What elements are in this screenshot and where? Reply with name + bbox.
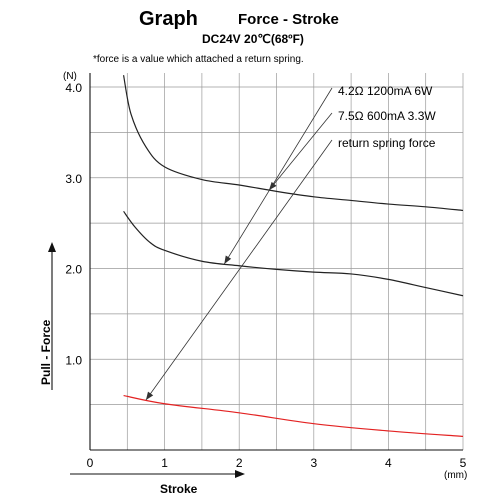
- x-tick-label: 3: [310, 456, 317, 470]
- series-line-7-5-ohm: [123, 210, 464, 297]
- chart-note: *force is a value which attached a retur…: [93, 54, 304, 65]
- legend-label: return spring force: [338, 136, 436, 150]
- axes: [89, 73, 463, 451]
- x-tick-label: 4: [385, 456, 392, 470]
- series-line-return-spring: [123, 394, 464, 437]
- x-axis-title: Stroke: [160, 482, 198, 496]
- legend-leader-arrowhead: [224, 255, 232, 264]
- y-axis-title: Pull - Force: [39, 319, 53, 385]
- y-tick-label: 3.0: [65, 172, 82, 186]
- chart-title-suffix: Force - Stroke: [238, 11, 339, 28]
- series-line-4-2-ohm: [122, 75, 464, 212]
- y-tick-label: 1.0: [65, 353, 82, 367]
- grid: [90, 73, 464, 450]
- legend-leader-arrowhead: [269, 181, 277, 191]
- legend: 4.2Ω 1200mA 6W 7.5Ω 600mA 3.3W return spri…: [145, 84, 436, 401]
- series-lines: [122, 75, 464, 437]
- legend-leader-line: [268, 112, 333, 191]
- x-axis-arrowhead: [235, 470, 245, 478]
- y-unit-label: (N): [63, 71, 77, 82]
- legend-leader-line: [223, 87, 333, 265]
- chart-subtitle: DC24V 20℃(68ºF): [202, 32, 304, 46]
- x-unit-label: (mm): [444, 470, 467, 481]
- legend-leader-line: [145, 139, 333, 401]
- legend-label: 7.5Ω 600mA 3.3W: [338, 109, 436, 123]
- chart-title: Graph: [139, 8, 198, 30]
- tick-labels: 0 1 2 3 4 5 1.0 2.0 3.0 4.0: [65, 81, 466, 470]
- x-tick-label: 5: [460, 456, 467, 470]
- legend-label: 4.2Ω 1200mA 6W: [338, 84, 433, 98]
- x-tick-label: 1: [161, 456, 168, 470]
- y-tick-label: 4.0: [65, 81, 82, 95]
- x-tick-label: 2: [236, 456, 243, 470]
- y-axis-title-group: Pull - Force: [39, 242, 56, 390]
- y-tick-label: 2.0: [65, 263, 82, 277]
- y-axis-arrowhead: [48, 242, 56, 252]
- legend-leader-arrowhead: [145, 391, 154, 401]
- x-axis-title-group: Stroke: [70, 470, 245, 496]
- x-tick-label: 0: [87, 456, 94, 470]
